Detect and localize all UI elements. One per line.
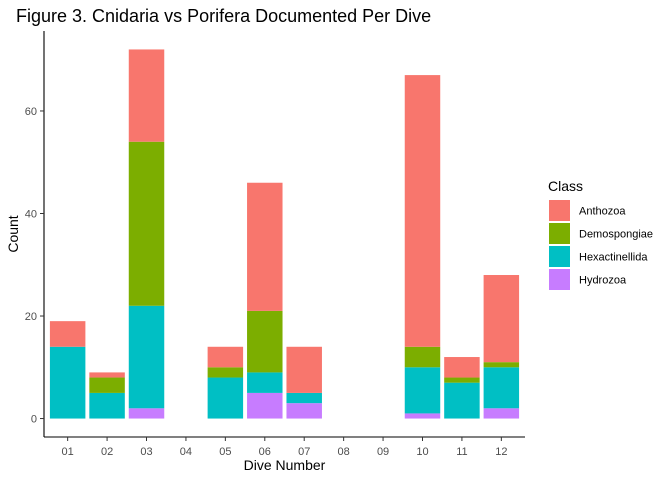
bar-hydrozoa-dive-12 — [483, 408, 520, 419]
bar-anthozoa-dive-11 — [444, 357, 480, 378]
y-tick-label: 0 — [31, 414, 37, 426]
y-axis-title: Count — [5, 215, 21, 252]
y-tick-label: 60 — [25, 106, 37, 118]
bar-hexactinellida-dive-11 — [444, 382, 480, 419]
bar-hydrozoa-dive-06 — [247, 392, 283, 419]
y-tick-label: 40 — [25, 208, 37, 220]
bar-anthozoa-dive-07 — [286, 346, 322, 393]
x-tick-label: 03 — [140, 446, 152, 458]
bar-anthozoa-dive-12 — [483, 275, 520, 363]
x-tick-label: 09 — [377, 446, 389, 458]
bar-hexactinellida-dive-10 — [404, 367, 441, 414]
legend-label-hexactinellida: Hexactinellida — [579, 252, 648, 264]
x-tick-label: 12 — [495, 446, 507, 458]
bar-demospongiae-dive-03 — [128, 141, 165, 306]
bar-hexactinellida-dive-12 — [483, 367, 520, 409]
legend-label-demospongiae: Demospongiae — [579, 229, 653, 241]
bar-anthozoa-dive-10 — [404, 75, 441, 347]
y-tick-label: 20 — [25, 311, 37, 323]
legend-key-hexactinellida — [549, 246, 570, 267]
bar-anthozoa-dive-03 — [128, 49, 165, 142]
legend-key-anthozoa — [549, 200, 570, 221]
x-tick-label: 02 — [101, 446, 113, 458]
bar-hydrozoa-dive-10 — [404, 413, 441, 419]
y-axis: 0 20 40 60 — [25, 31, 45, 437]
bar-demospongiae-dive-02 — [89, 377, 125, 393]
x-tick-label: 06 — [259, 446, 271, 458]
legend-key-demospongiae — [549, 223, 570, 244]
bar-anthozoa-dive-01 — [49, 321, 86, 347]
bar-demospongiae-dive-12 — [483, 362, 520, 368]
x-tick-label: 08 — [338, 446, 350, 458]
bar-hexactinellida-dive-05 — [207, 377, 244, 419]
bar-hexactinellida-dive-03 — [128, 305, 165, 409]
legend-key-hydrozoa — [549, 269, 570, 290]
x-tick-label: 05 — [219, 446, 231, 458]
bar-hexactinellida-dive-01 — [49, 346, 86, 419]
x-tick-label: 07 — [298, 446, 310, 458]
bar-demospongiae-dive-10 — [404, 346, 441, 368]
bar-demospongiae-dive-11 — [444, 377, 480, 383]
chart-title: Figure 3. Cnidaria vs Porifera Documente… — [16, 6, 431, 26]
x-tick-label: 10 — [416, 446, 428, 458]
bar-demospongiae-dive-05 — [207, 367, 244, 378]
x-tick-label: 04 — [180, 446, 192, 458]
bar-anthozoa-dive-05 — [207, 346, 244, 368]
legend: Class Anthozoa Demospongiae Hexactinellida… — [548, 178, 653, 290]
bar-hexactinellida-dive-07 — [286, 392, 322, 404]
x-tick-label: 11 — [456, 446, 467, 458]
bars-group — [49, 49, 520, 419]
bar-demospongiae-dive-06 — [247, 310, 283, 373]
bar-anthozoa-dive-02 — [89, 372, 125, 378]
bar-hexactinellida-dive-06 — [247, 372, 283, 393]
legend-label-hydrozoa: Hydrozoa — [579, 275, 627, 287]
x-axis: 01 02 03 04 05 06 07 08 09 10 11 12 — [44, 436, 525, 458]
x-tick-label: 01 — [62, 446, 74, 458]
bar-hexactinellida-dive-02 — [89, 392, 125, 419]
legend-label-anthozoa: Anthozoa — [579, 206, 626, 218]
x-axis-title: Dive Number — [244, 457, 326, 473]
bar-hydrozoa-dive-07 — [286, 403, 322, 419]
bar-anthozoa-dive-06 — [247, 182, 283, 311]
bar-hydrozoa-dive-03 — [128, 408, 165, 419]
legend-title: Class — [548, 178, 583, 194]
